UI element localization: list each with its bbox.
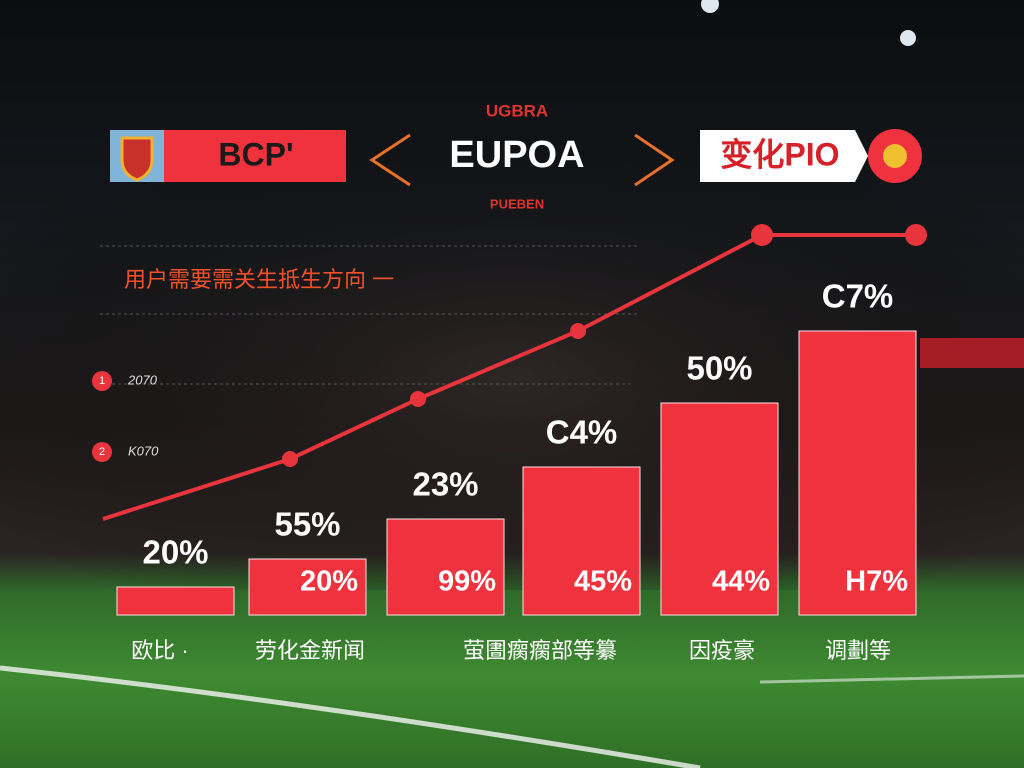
bar-inner-label: 20% <box>300 566 358 598</box>
line-point <box>905 224 927 246</box>
center-title: EUPOA <box>449 134 584 176</box>
bar <box>116 586 235 616</box>
x-tick-label: 调劃等 <box>825 638 891 663</box>
bar <box>522 466 641 616</box>
legend-marker-label: 2 <box>99 446 105 458</box>
left-crest <box>120 136 154 182</box>
center-bottom: PUEBEN <box>490 196 544 211</box>
left-badge <box>164 130 346 182</box>
pitch-line <box>0 665 701 768</box>
bar-inner-label: 44% <box>712 566 770 598</box>
bar <box>386 518 505 616</box>
bar-inner-label: 99% <box>438 566 496 598</box>
subtitle: 用户需要需关生抵生方向 一 <box>124 267 394 292</box>
center-top: UGBRA <box>486 101 548 120</box>
bar-top-label: C7% <box>822 278 894 315</box>
bar-inner-label: 45% <box>574 566 632 598</box>
ad-board <box>920 338 1024 368</box>
bar-top-label: 50% <box>686 350 752 387</box>
right-badge-text: 变化PIO <box>720 136 839 172</box>
arrow-left <box>369 133 411 187</box>
pitch-line <box>759 674 1024 684</box>
x-tick-label: 欧比 · <box>131 638 188 663</box>
legend-label: K070 <box>128 443 159 458</box>
bar <box>798 330 917 616</box>
bar-inner-label: H7% <box>845 566 908 598</box>
legend-label: 2070 <box>127 372 158 387</box>
floodlight <box>900 30 916 46</box>
x-tick-label: 劳化金新闻 <box>255 638 365 663</box>
left-badge-text: BCP' <box>218 136 293 172</box>
right-crest-core <box>883 144 907 168</box>
floodlight <box>701 0 719 13</box>
legend-marker <box>92 371 112 391</box>
right-badge <box>700 130 868 182</box>
bar-top-label: C4% <box>546 414 618 451</box>
arrow-right <box>634 133 675 187</box>
bar <box>248 558 367 616</box>
line-point <box>410 391 426 407</box>
bar-top-label: 55% <box>274 506 340 543</box>
bar-top-label: 20% <box>142 534 208 571</box>
line-point <box>570 323 586 339</box>
legend-marker-label: 1 <box>99 375 105 387</box>
x-tick-label: 萤圕瘸瘸部等纂 <box>463 638 617 663</box>
bar <box>660 402 779 616</box>
bar-top-label: 23% <box>412 466 478 503</box>
line <box>102 233 916 521</box>
x-tick-label: 因疫豪 <box>689 638 755 663</box>
line-point <box>282 451 298 467</box>
legend-marker <box>92 442 112 462</box>
line-point <box>751 224 773 246</box>
